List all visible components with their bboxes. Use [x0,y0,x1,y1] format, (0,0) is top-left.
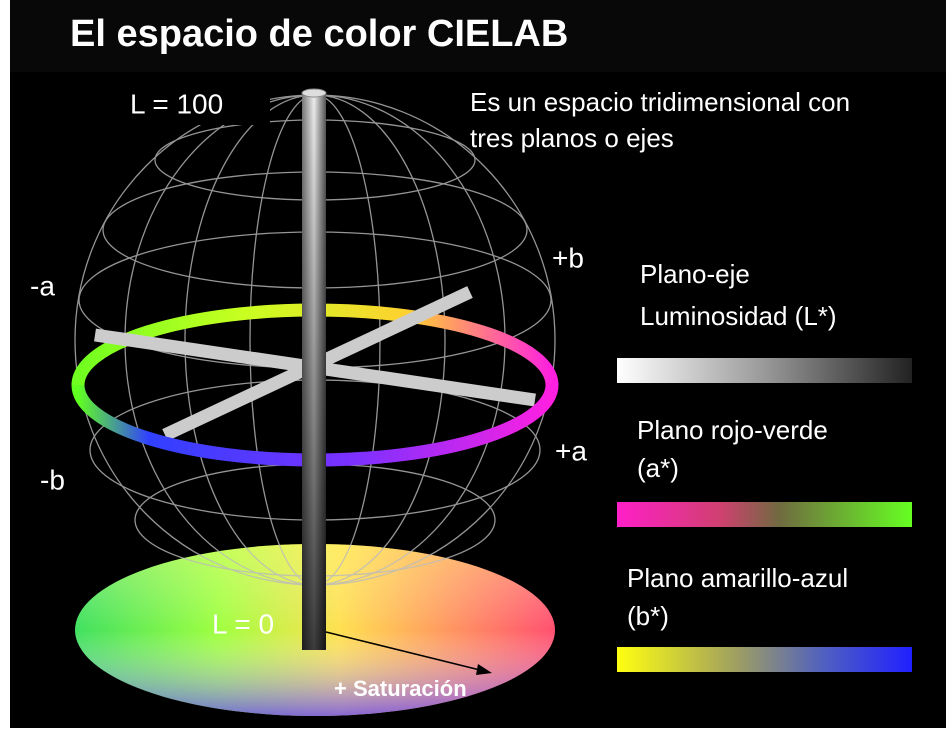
slide: El espacio de color CIELAB L = 100 L = 0… [0,0,952,746]
legend-text: (a*) [637,453,679,483]
description-line: tres planos o ejes [470,123,674,153]
pos-a-label: +a [555,435,587,466]
saturation-label: + Saturación [334,676,467,701]
yellow-blue-gradient [617,647,912,672]
legend-text: Luminosidad (L*) [640,301,837,331]
neg-b-label: -b [40,464,65,495]
red-green-gradient [617,502,912,527]
legend-text: (b*) [627,601,669,631]
luminosity-gradient [617,358,912,383]
pos-b-label: +b [552,242,584,273]
title: El espacio de color CIELAB [70,13,568,55]
pillar-top [302,89,326,97]
neg-a-label: -a [30,270,55,301]
description-line: Es un espacio tridimensional con [470,87,850,117]
legend-text: Plano amarillo-azul [627,563,848,593]
l-axis-pillar-shade [302,92,326,650]
legend-text: Plano-eje [640,259,750,289]
legend-text: Plano rojo-verde [637,415,828,445]
l-min-label: L = 0 [212,608,274,639]
l-max-label: L = 100 [130,88,223,119]
page: {"title":"El espacio de color CIELAB", "… [0,0,952,746]
